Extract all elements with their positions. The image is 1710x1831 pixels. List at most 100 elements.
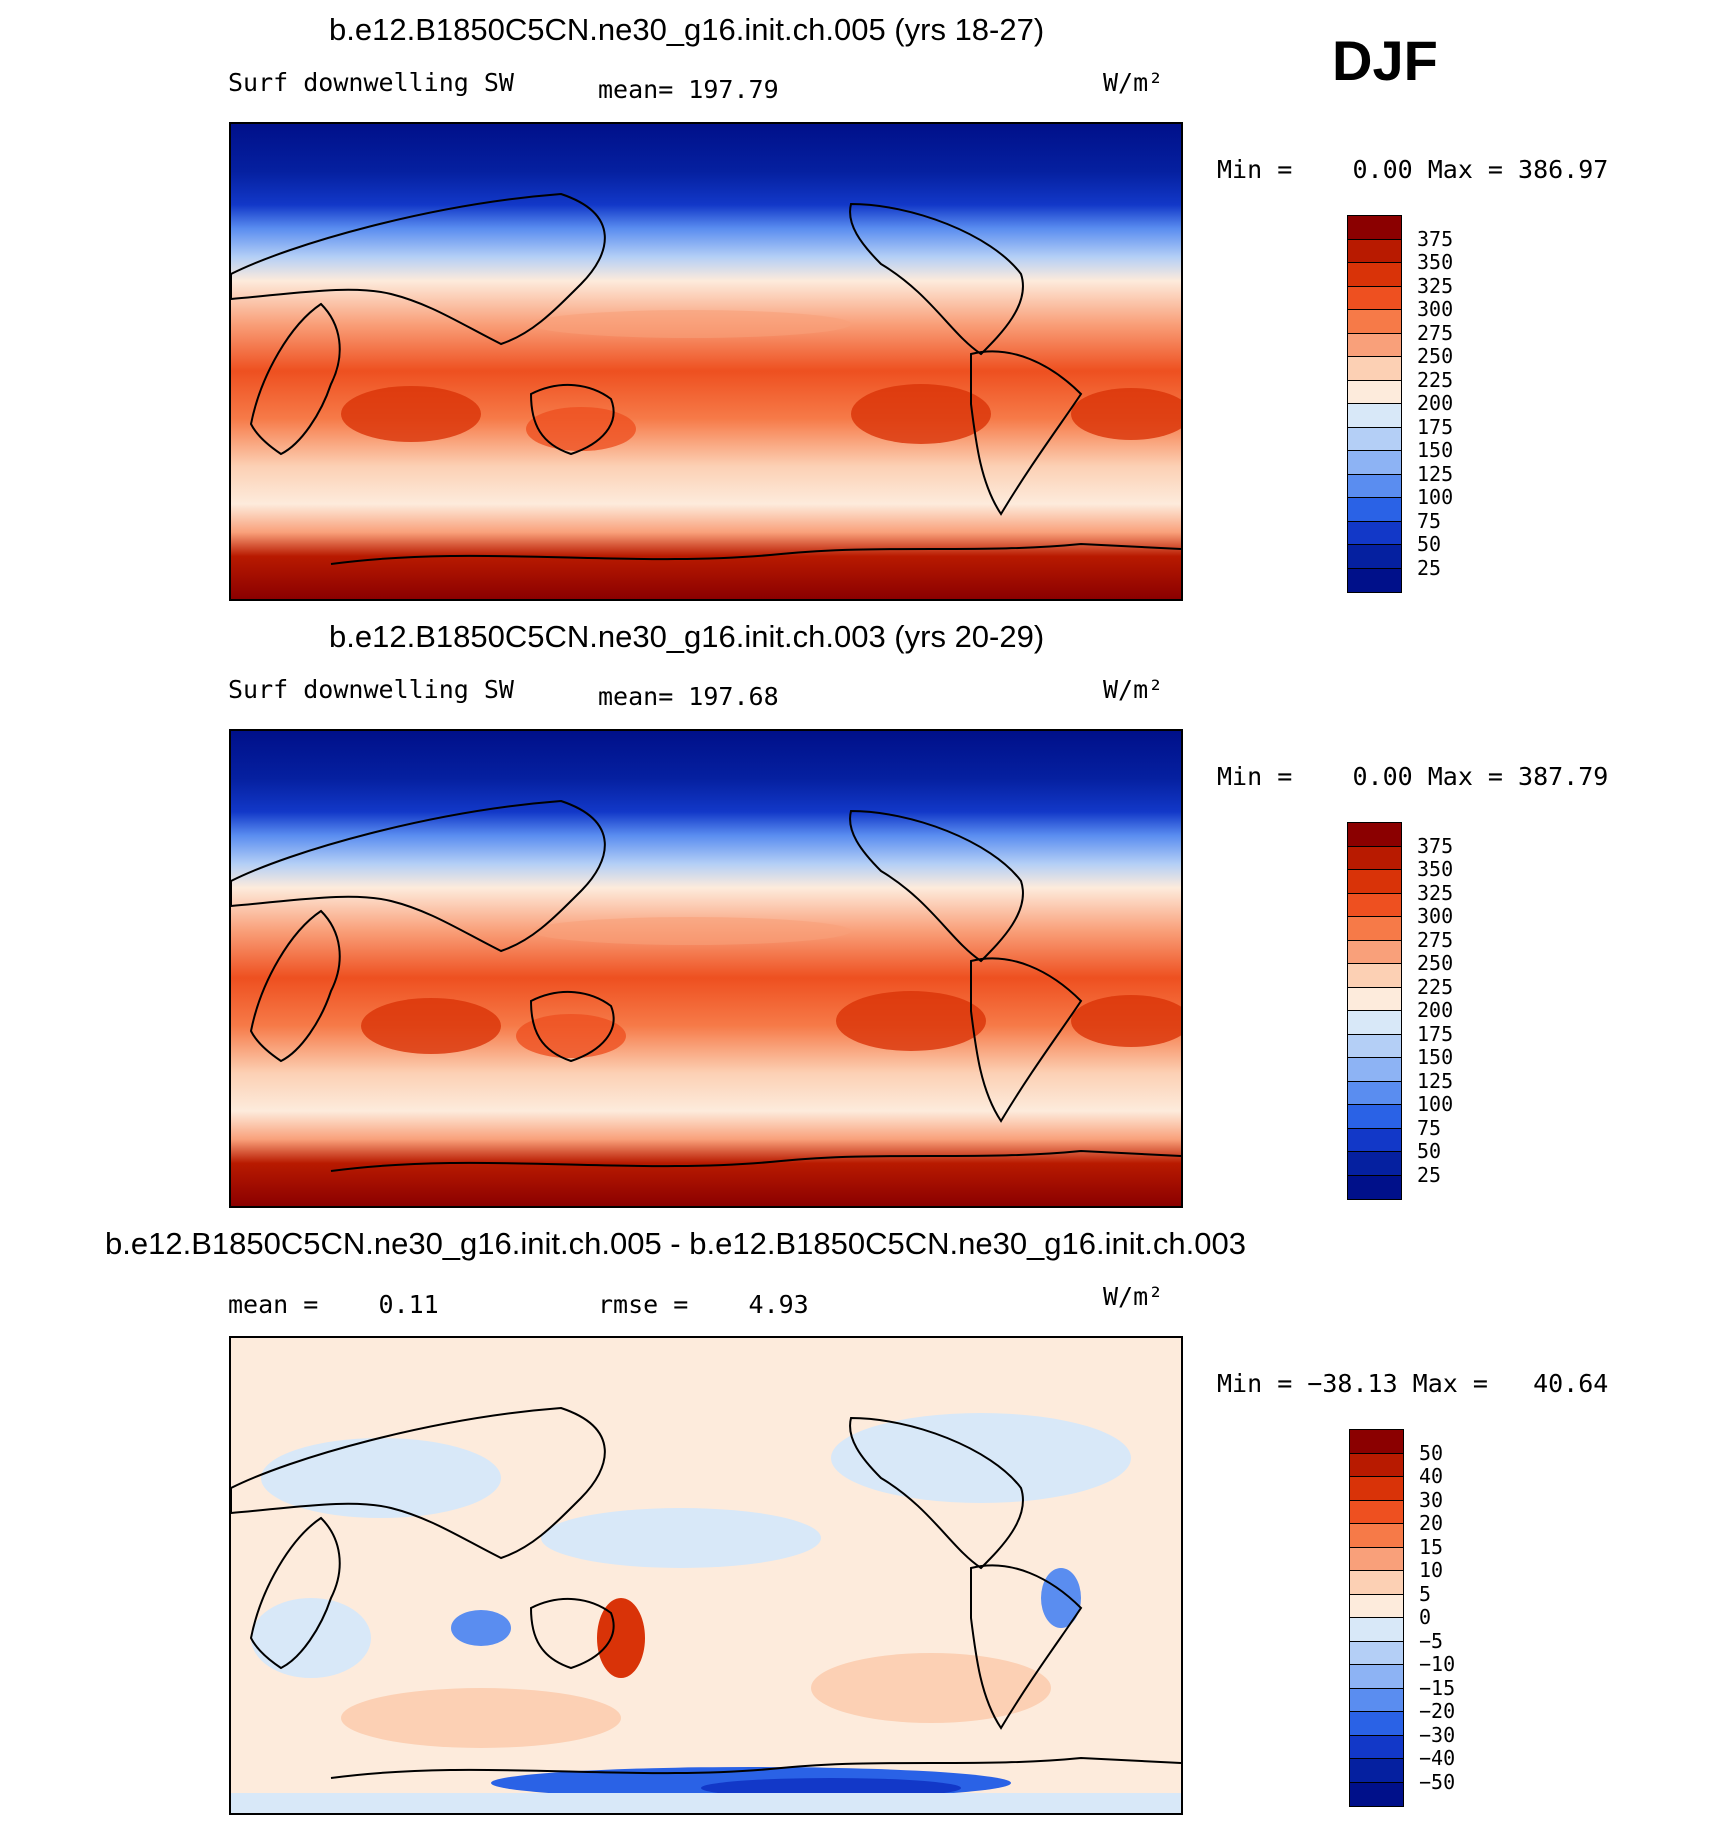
colorbar-swatch (1350, 1477, 1403, 1501)
panel-2-mean: mean= 197.68 (598, 682, 779, 711)
colorbar-tick-label: 75 (1417, 508, 1442, 533)
colorbar-tick-label: −10 (1419, 1652, 1456, 1676)
colorbar-swatch (1348, 521, 1401, 545)
panel-1-map-plot (231, 124, 1181, 599)
colorbar-tick-label: 50 (1417, 1139, 1442, 1163)
panel-1-title: b.e12.B1850C5CN.ne30_g16.init.ch.005 (yr… (329, 12, 1045, 47)
panel-2-colorbar-box (1347, 822, 1402, 1200)
colorbar-swatch (1348, 427, 1401, 451)
colorbar-swatch (1348, 451, 1401, 475)
colorbar-swatch (1348, 964, 1401, 988)
colorbar-tick-label: 0 (1419, 1605, 1432, 1629)
colorbar-swatch (1350, 1735, 1403, 1759)
colorbar-tick-label: 175 (1417, 1021, 1454, 1046)
colorbar-swatch (1348, 1105, 1401, 1129)
panel-3-map (229, 1336, 1183, 1815)
colorbar-swatch (1348, 380, 1401, 404)
colorbar-tick-label: 100 (1417, 1092, 1454, 1116)
colorbar-tick-label: 25 (1417, 1162, 1442, 1187)
panel-2-variable-label: Surf downwelling SW (228, 675, 514, 704)
colorbar-tick-label: 40 (1419, 1464, 1444, 1488)
panel-2-units: W/m² (1103, 675, 1164, 704)
colorbar-swatch (1348, 333, 1401, 357)
colorbar-swatch (1348, 357, 1401, 381)
colorbar-tick-label: −5 (1419, 1628, 1444, 1653)
colorbar-tick-label: 350 (1417, 857, 1454, 881)
colorbar-swatch (1348, 1058, 1401, 1082)
colorbar-tick-label: 275 (1417, 927, 1454, 952)
panel-3-units: W/m² (1103, 1282, 1164, 1311)
colorbar-swatch (1348, 846, 1401, 870)
colorbar-swatch (1348, 1034, 1401, 1058)
colorbar-tick-label: 250 (1417, 344, 1454, 368)
colorbar-swatch (1350, 1500, 1403, 1524)
panel-1-colorbar-box (1347, 215, 1402, 593)
colorbar-swatch (1348, 940, 1401, 964)
colorbar-swatch (1350, 1688, 1403, 1712)
colorbar-swatch (1348, 1128, 1401, 1152)
panel-3-mean: mean = 0.11 (228, 1290, 439, 1319)
colorbar-tick-label: −30 (1419, 1722, 1456, 1747)
colorbar-tick-label: 15 (1419, 1534, 1444, 1559)
colorbar-tick-label: 300 (1417, 904, 1454, 928)
colorbar-tick-label: 350 (1417, 250, 1454, 274)
colorbar-tick-label: 150 (1417, 1045, 1454, 1069)
colorbar-tick-label: 225 (1417, 974, 1454, 999)
colorbar-swatch (1348, 893, 1401, 917)
colorbar-tick-label: 125 (1417, 1068, 1454, 1093)
colorbar-swatch (1348, 1152, 1401, 1176)
colorbar-swatch (1350, 1547, 1403, 1571)
colorbar-tick-label: 150 (1417, 438, 1454, 462)
colorbar-swatch (1350, 1594, 1403, 1618)
colorbar-swatch (1348, 1175, 1401, 1199)
colorbar-swatch (1350, 1524, 1403, 1548)
panel-3-rmse: rmse = 4.93 (598, 1290, 809, 1319)
colorbar-swatch (1348, 917, 1401, 941)
colorbar-swatch (1350, 1759, 1403, 1783)
colorbar-tick-label: −40 (1419, 1746, 1456, 1770)
panel-3-minmax: Min = −38.13 Max = 40.64 (1217, 1369, 1609, 1398)
panel-1-minmax: Min = 0.00 Max = 386.97 (1217, 155, 1609, 184)
colorbar-tick-label: 125 (1417, 461, 1454, 486)
colorbar-tick-label: 10 (1419, 1558, 1444, 1582)
panel-3-title: b.e12.B1850C5CN.ne30_g16.init.ch.005 - b… (105, 1226, 1246, 1261)
colorbar-swatch (1348, 286, 1401, 310)
colorbar-swatch (1350, 1430, 1403, 1454)
colorbar-tick-label: 5 (1419, 1581, 1432, 1606)
panel-1-map (229, 122, 1183, 601)
colorbar-swatch (1350, 1571, 1403, 1595)
colorbar-swatch (1348, 216, 1401, 240)
colorbar-swatch (1348, 1081, 1401, 1105)
panel-3-map-plot (231, 1338, 1181, 1813)
colorbar-tick-label: 20 (1419, 1511, 1444, 1535)
colorbar-swatch (1348, 987, 1401, 1011)
colorbar-tick-label: 200 (1417, 391, 1454, 415)
colorbar-tick-label: 250 (1417, 951, 1454, 975)
season-label: DJF (1332, 29, 1438, 92)
colorbar-tick-label: 375 (1417, 833, 1454, 858)
colorbar-tick-label: 275 (1417, 320, 1454, 345)
colorbar-tick-label: 75 (1417, 1115, 1442, 1140)
colorbar-tick-label: 30 (1419, 1487, 1444, 1512)
panel-3-colorbar-box (1349, 1429, 1404, 1807)
colorbar-swatch (1350, 1712, 1403, 1736)
colorbar-swatch (1348, 823, 1401, 847)
panel-1-variable-label: Surf downwelling SW (228, 68, 514, 97)
colorbar-swatch (1348, 310, 1401, 334)
colorbar-swatch (1348, 474, 1401, 498)
colorbar-tick-label: 100 (1417, 485, 1454, 509)
colorbar-tick-label: −50 (1419, 1769, 1456, 1794)
colorbar-swatch (1348, 404, 1401, 428)
colorbar-tick-label: 50 (1417, 532, 1442, 556)
colorbar-swatch (1350, 1641, 1403, 1665)
colorbar-swatch (1348, 498, 1401, 522)
colorbar-swatch (1348, 263, 1401, 287)
panel-1-mean: mean= 197.79 (598, 75, 779, 104)
colorbar-tick-label: 200 (1417, 998, 1454, 1022)
colorbar-swatch (1348, 870, 1401, 894)
colorbar-tick-label: 325 (1417, 273, 1454, 298)
panel-2-minmax: Min = 0.00 Max = 387.79 (1217, 762, 1609, 791)
colorbar-swatch (1348, 1011, 1401, 1035)
panel-2-title: b.e12.B1850C5CN.ne30_g16.init.ch.003 (yr… (329, 619, 1045, 654)
colorbar-tick-label: 325 (1417, 880, 1454, 905)
